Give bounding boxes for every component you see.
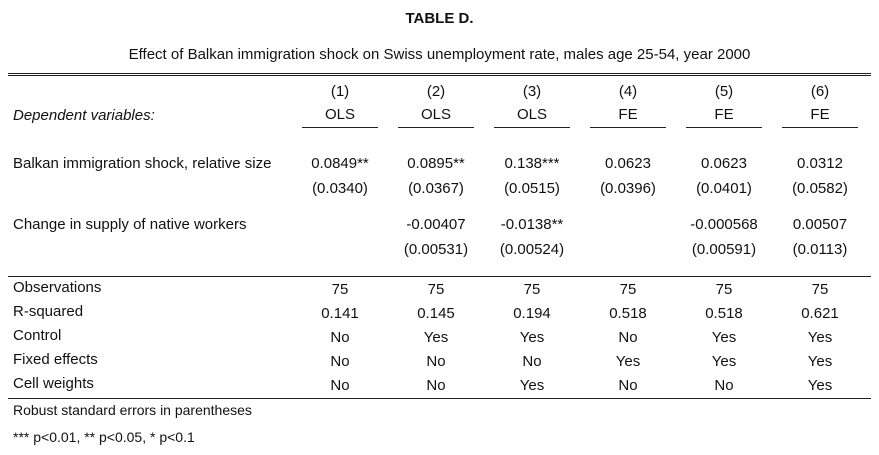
standard-error-cell: (0.0515)	[504, 180, 560, 197]
column-method: FE	[714, 106, 734, 123]
coefficient-cell: -0.00407	[406, 216, 466, 233]
coefficient-cell: 0.138***	[504, 155, 560, 172]
column-number: (4)	[618, 83, 638, 100]
standard-error-cell: (0.0367)	[408, 180, 464, 197]
stat-value: 75	[427, 281, 445, 298]
stat-value: Yes	[423, 329, 449, 346]
stat-value: 0.518	[705, 305, 743, 322]
stat-value: 0.141	[321, 305, 359, 322]
column-header-rule	[686, 127, 762, 128]
stat-value: No	[330, 353, 350, 370]
coefficient-cell: 0.0623	[701, 155, 747, 172]
stat-value: 75	[715, 281, 733, 298]
stat-label: Control	[13, 327, 62, 344]
stat-value: No	[618, 329, 638, 346]
stat-value: 0.621	[801, 305, 839, 322]
column-header-rule	[302, 127, 378, 128]
table-title: TABLE D.	[405, 10, 474, 27]
stat-label: Fixed effects	[13, 351, 98, 368]
column-header-rule	[494, 127, 570, 128]
column-method: FE	[810, 106, 830, 123]
stat-value: Yes	[519, 377, 545, 394]
standard-error-cell: (0.00591)	[691, 241, 757, 258]
standard-error-cell: (0.0113)	[792, 241, 848, 258]
coefficient-cell: 0.00507	[792, 216, 848, 233]
standard-error-cell: (0.0340)	[312, 180, 368, 197]
stat-value: No	[714, 377, 734, 394]
standard-error-cell: (0.0582)	[792, 180, 848, 197]
column-header-rule	[398, 127, 474, 128]
stat-value: 75	[811, 281, 829, 298]
standard-error-cell: (0.0401)	[696, 180, 752, 197]
stat-value: Yes	[519, 329, 545, 346]
stat-value: No	[426, 353, 446, 370]
stat-value: Yes	[615, 353, 641, 370]
stat-label: Cell weights	[13, 375, 94, 392]
stat-value: No	[522, 353, 542, 370]
stat-value: 75	[331, 281, 349, 298]
row-label-native-supply: Change in supply of native workers	[13, 216, 247, 233]
stat-value: 0.194	[513, 305, 551, 322]
column-method: OLS	[324, 106, 355, 123]
stat-value: 75	[523, 281, 541, 298]
stat-value: Yes	[807, 353, 833, 370]
column-header-rule	[782, 127, 858, 128]
column-number: (5)	[714, 83, 734, 100]
top-rule	[8, 73, 871, 76]
stat-value: No	[330, 329, 350, 346]
bottom-rule	[8, 398, 871, 399]
column-number: (6)	[810, 83, 830, 100]
coefficient-cell: 0.0623	[605, 155, 651, 172]
stat-value: 75	[619, 281, 637, 298]
column-header-rule	[590, 127, 666, 128]
column-method: OLS	[516, 106, 547, 123]
coefficient-cell: 0.0312	[797, 155, 843, 172]
stat-label: R-squared	[13, 303, 84, 320]
stat-value: Yes	[807, 377, 833, 394]
standard-error-cell: (0.00531)	[403, 241, 469, 258]
stat-value: No	[426, 377, 446, 394]
column-number: (3)	[522, 83, 542, 100]
column-number: (1)	[330, 83, 350, 100]
coefficient-cell: 0.0849**	[311, 155, 369, 172]
coefficient-cell: -0.0138**	[500, 216, 564, 233]
column-method: OLS	[420, 106, 451, 123]
stat-value: No	[618, 377, 638, 394]
dependent-variables-label: Dependent variables:	[13, 107, 155, 124]
stats-rule	[8, 276, 871, 277]
note-standard-errors: Robust standard errors in parentheses	[13, 402, 252, 418]
stat-value: Yes	[711, 329, 737, 346]
stat-value: 0.145	[417, 305, 455, 322]
stat-label: Observations	[13, 279, 102, 296]
row-label-balkan-shock: Balkan immigration shock, relative size	[13, 155, 272, 172]
stat-value: Yes	[711, 353, 737, 370]
note-significance: *** p<0.01, ** p<0.05, * p<0.1	[13, 429, 195, 445]
table-subtitle: Effect of Balkan immigration shock on Sw…	[128, 46, 751, 63]
stat-value: No	[330, 377, 350, 394]
coefficient-cell: -0.000568	[690, 216, 758, 233]
stat-value: 0.518	[609, 305, 647, 322]
column-method: FE	[618, 106, 638, 123]
standard-error-cell: (0.00524)	[499, 241, 565, 258]
column-number: (2)	[426, 83, 446, 100]
stat-value: Yes	[807, 329, 833, 346]
coefficient-cell: 0.0895**	[407, 155, 465, 172]
standard-error-cell: (0.0396)	[600, 180, 656, 197]
